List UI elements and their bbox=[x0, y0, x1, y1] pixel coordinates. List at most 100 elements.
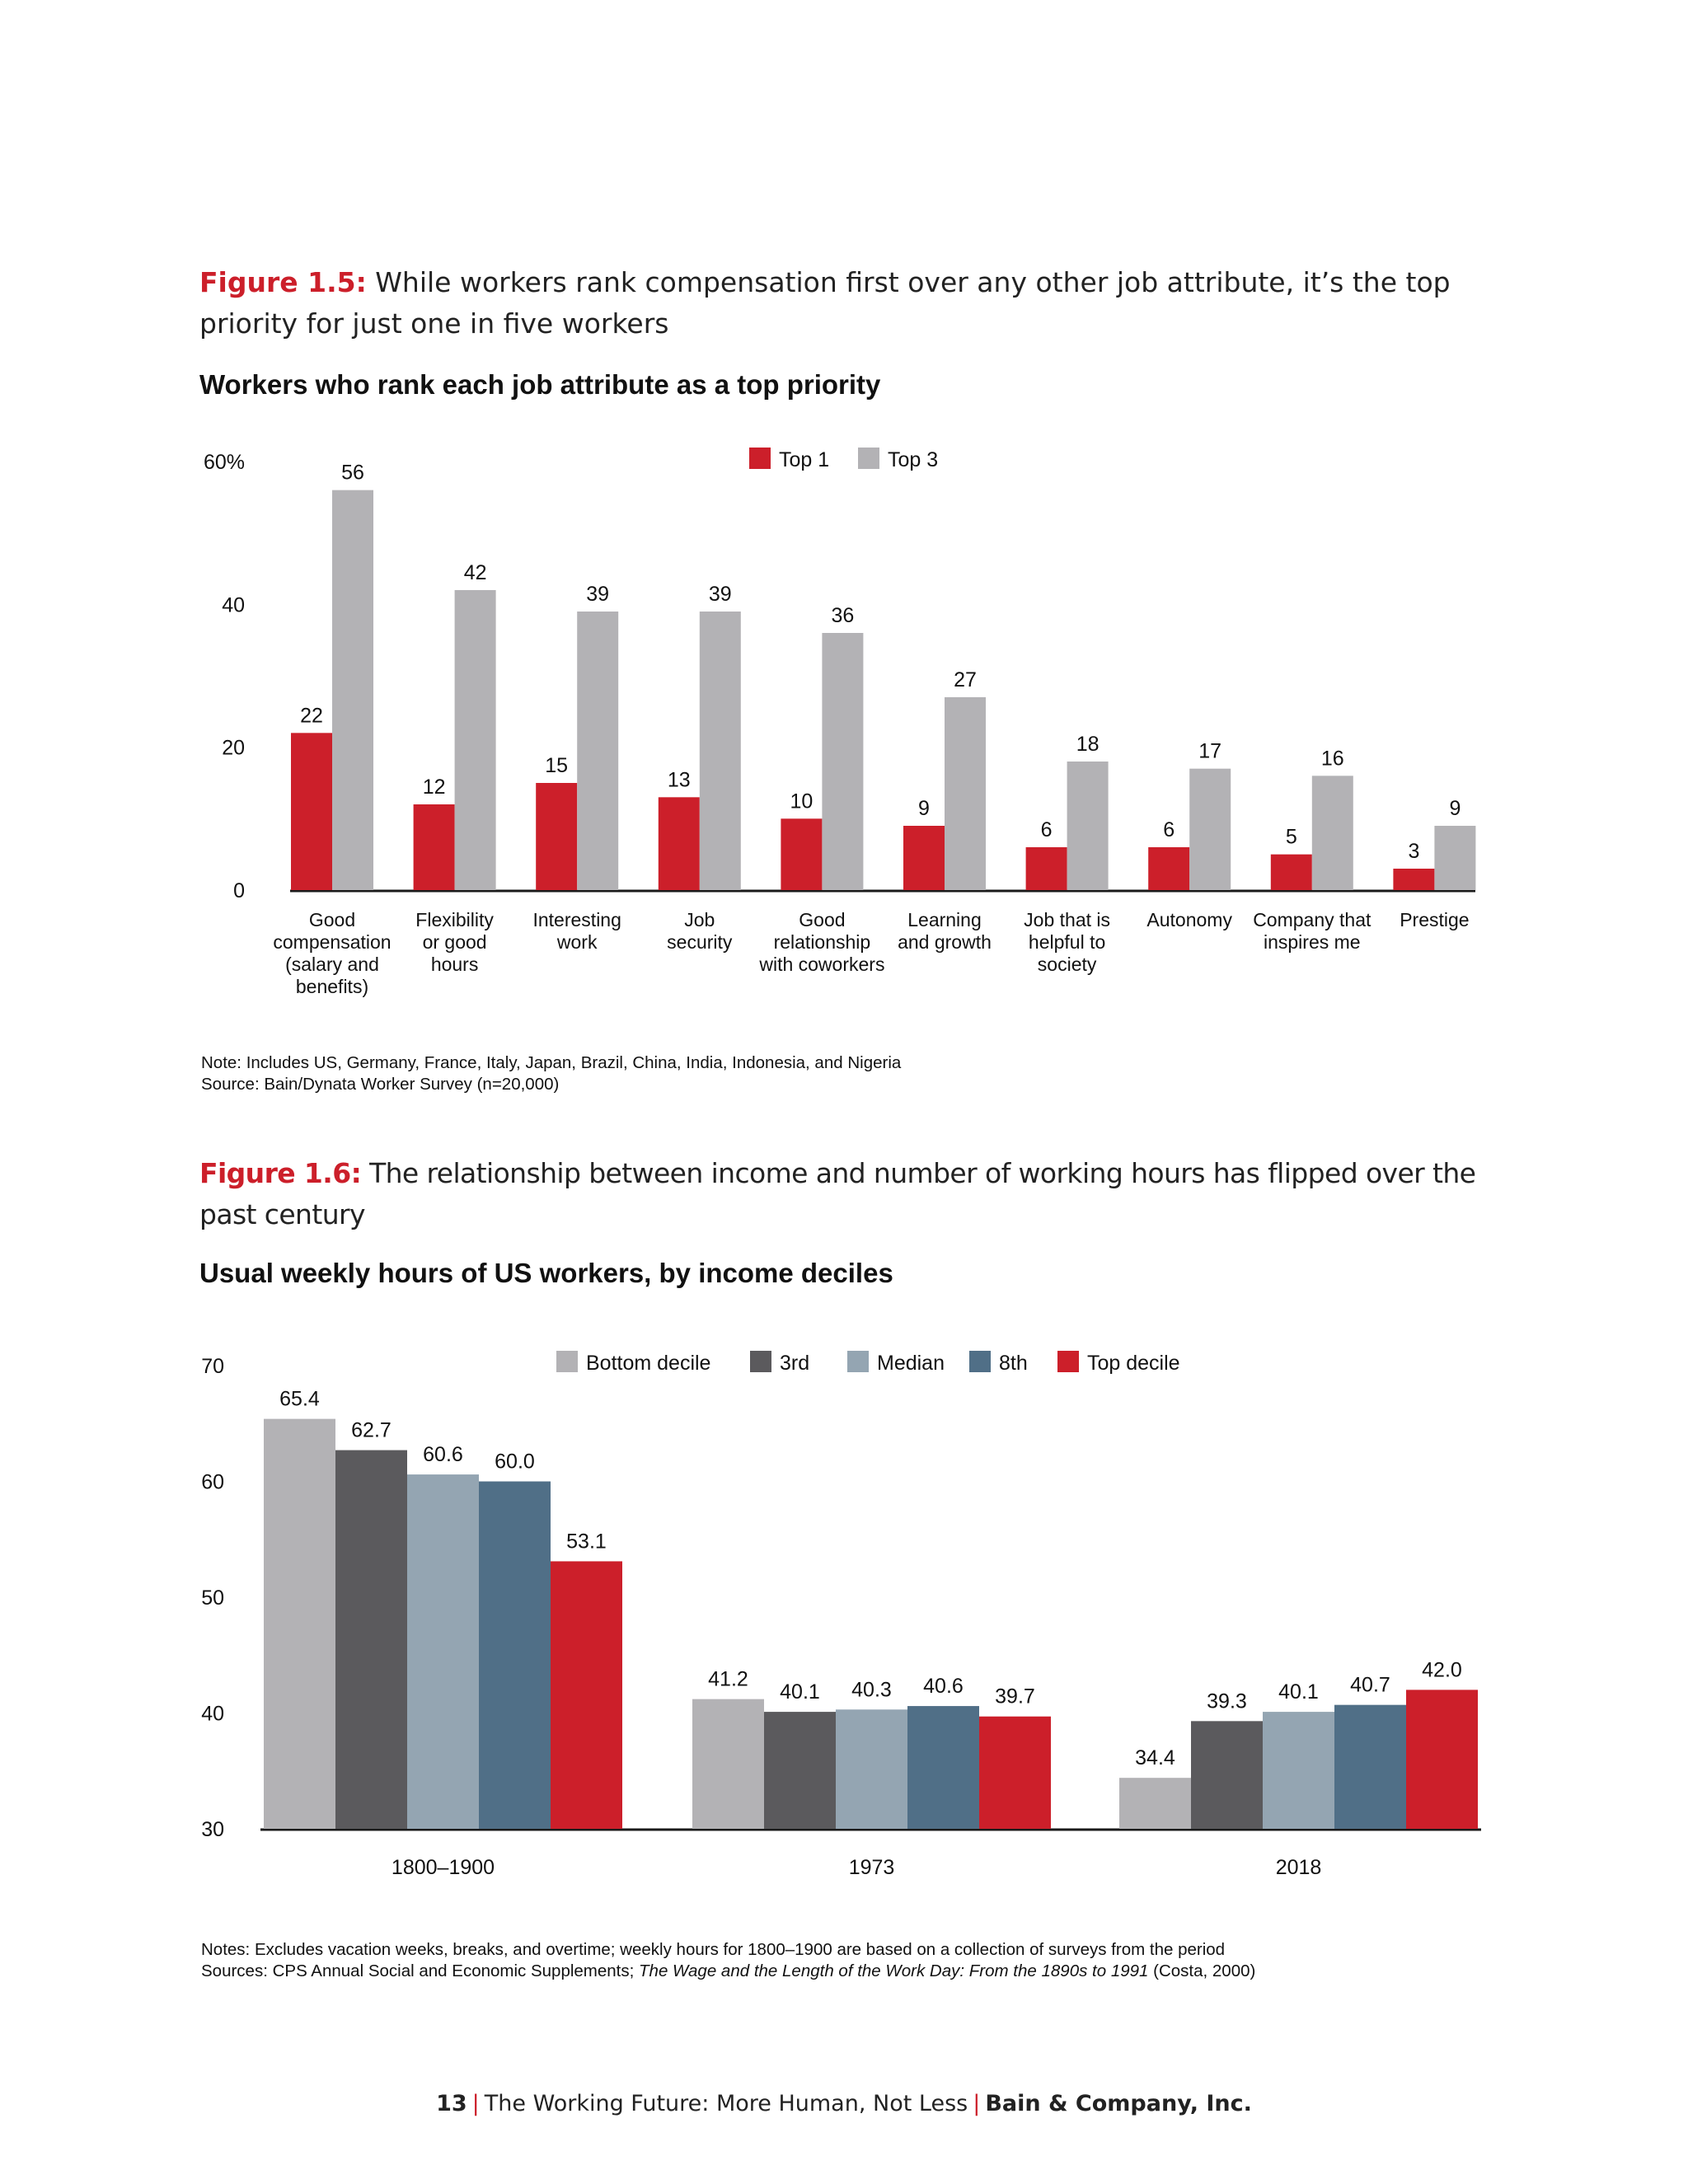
bar-top-1 bbox=[1148, 847, 1190, 890]
category-label-line: inspires me bbox=[1264, 931, 1361, 953]
y-tick-label: 60% bbox=[204, 451, 245, 474]
data-label: 60.0 bbox=[495, 1451, 535, 1474]
data-label: 39 bbox=[586, 583, 609, 606]
bar-8th bbox=[907, 1706, 979, 1829]
bar-8th bbox=[479, 1481, 551, 1829]
legend-label: Top decile bbox=[1087, 1352, 1180, 1375]
data-label: 12 bbox=[423, 776, 446, 799]
category-label-line: hours bbox=[431, 954, 479, 975]
y-tick-label: 30 bbox=[201, 1818, 224, 1841]
figure-caption-1-5: Figure 1.5: While workers rank compensat… bbox=[199, 262, 1502, 344]
category-label-line: (salary and bbox=[285, 954, 379, 975]
legend-swatch bbox=[556, 1351, 578, 1372]
figure-caption-1-6: Figure 1.6: The relationship between inc… bbox=[199, 1153, 1502, 1235]
figure-caption-text: The relationship between income and numb… bbox=[199, 1157, 1476, 1230]
category-label-line: Interesting bbox=[532, 909, 621, 930]
data-label: 40.3 bbox=[851, 1678, 892, 1701]
bar-bottom-decile bbox=[1119, 1778, 1191, 1829]
bar-top-1 bbox=[1025, 847, 1067, 890]
data-label: 34.4 bbox=[1135, 1746, 1175, 1769]
sources-suffix: (Costa, 2000) bbox=[1148, 1961, 1256, 1980]
bar-top-3 bbox=[577, 612, 619, 890]
data-label: 16 bbox=[1321, 747, 1344, 770]
data-label: 22 bbox=[300, 704, 323, 727]
bar-median bbox=[1263, 1712, 1334, 1829]
legend-swatch bbox=[750, 1351, 771, 1372]
bar-top-1 bbox=[658, 797, 700, 890]
bar-top-decile bbox=[551, 1561, 622, 1829]
data-label: 42.0 bbox=[1422, 1658, 1462, 1681]
weekly-hours-bar-chart: 30 40 50 60 70 65.4 62.7 60.6 60.0 53.1 1800–1900 4… bbox=[201, 1351, 1481, 1879]
category-label-line: compensation bbox=[273, 931, 391, 953]
category-label-line: relationship bbox=[774, 931, 871, 953]
data-label: 9 bbox=[918, 797, 930, 820]
bar-top-3 bbox=[945, 697, 986, 890]
y-tick-label: 50 bbox=[201, 1586, 224, 1610]
bar-3rd bbox=[1191, 1721, 1263, 1829]
bar-top-3 bbox=[1434, 826, 1476, 890]
bar-top-3 bbox=[699, 612, 741, 890]
legend-label: Bottom decile bbox=[586, 1352, 710, 1375]
category-label: Flexibility or good hours bbox=[415, 909, 494, 975]
footer-separator: | bbox=[973, 2091, 981, 2116]
data-label: 39.7 bbox=[995, 1685, 1035, 1708]
data-label: 10 bbox=[790, 790, 813, 813]
bar-bottom-decile bbox=[692, 1699, 764, 1829]
data-label: 6 bbox=[1041, 818, 1053, 841]
bar-top-1 bbox=[1270, 854, 1312, 890]
bar-top-3 bbox=[332, 490, 373, 890]
sources-prefix: Sources: CPS Annual Social and Economic … bbox=[201, 1961, 640, 1980]
figure-number: Figure 1.6: bbox=[199, 1157, 362, 1189]
bar-3rd bbox=[335, 1450, 407, 1829]
data-label: 9 bbox=[1449, 797, 1461, 820]
note-text: Note: Includes US, Germany, France, Ital… bbox=[201, 1053, 902, 1072]
category-label: 1800–1900 bbox=[392, 1856, 495, 1879]
category-label-line: Job bbox=[684, 909, 715, 930]
category-label-line: or good bbox=[423, 931, 487, 953]
bar-median bbox=[407, 1474, 479, 1829]
sources-title: The Wage and the Length of the Work Day:… bbox=[639, 1961, 1149, 1980]
bar-top-decile bbox=[1406, 1690, 1478, 1829]
data-label: 5 bbox=[1286, 826, 1297, 849]
bar-top-3 bbox=[1311, 776, 1353, 890]
data-label: 60.6 bbox=[423, 1443, 463, 1466]
data-label: 53.1 bbox=[566, 1530, 607, 1553]
legend-swatch bbox=[847, 1351, 869, 1372]
sources-text: Sources: CPS Annual Social and Economic … bbox=[201, 1961, 1255, 1982]
category-label: Good relationship with coworkers bbox=[758, 909, 884, 975]
category-label-line: benefits) bbox=[296, 976, 368, 997]
data-label: 39.3 bbox=[1207, 1690, 1247, 1713]
y-tick-label: 40 bbox=[222, 593, 245, 616]
notes-text: Notes: Excludes vacation weeks, breaks, … bbox=[201, 1940, 1226, 1959]
data-label: 40.1 bbox=[1278, 1680, 1319, 1704]
y-tick-label: 40 bbox=[201, 1703, 224, 1726]
legend-label: 3rd bbox=[780, 1352, 809, 1375]
bar-top-3 bbox=[1189, 768, 1231, 890]
data-label: 15 bbox=[545, 754, 568, 777]
category-label-line: Flexibility bbox=[415, 909, 494, 930]
category-label-line: and growth bbox=[898, 931, 992, 953]
data-label: 62.7 bbox=[351, 1419, 392, 1442]
category-label: 1973 bbox=[849, 1856, 895, 1879]
bar-3rd bbox=[764, 1712, 836, 1829]
data-label: 42 bbox=[464, 561, 487, 584]
category-label: Interesting work bbox=[532, 909, 621, 953]
legend-swatch bbox=[969, 1351, 991, 1372]
bar-8th bbox=[1334, 1704, 1406, 1829]
legend-label: Median bbox=[877, 1352, 945, 1375]
report-title: The Working Future: More Human, Not Less bbox=[484, 2091, 968, 2116]
data-label: 39 bbox=[709, 583, 732, 606]
bar-top-3 bbox=[454, 590, 496, 890]
data-label: 17 bbox=[1198, 740, 1221, 763]
chart-title-job-attributes: Workers who rank each job attribute as a… bbox=[199, 369, 881, 400]
figure-1-5-notes: Note: Includes US, Germany, France, Ital… bbox=[201, 1052, 901, 1095]
data-label: 56 bbox=[341, 462, 364, 485]
bar-bottom-decile bbox=[264, 1418, 335, 1829]
data-label: 36 bbox=[831, 604, 854, 627]
footer-separator: | bbox=[471, 2091, 480, 2116]
data-label: 27 bbox=[954, 668, 977, 691]
category-label: 2018 bbox=[1276, 1856, 1322, 1879]
bar-top-3 bbox=[822, 633, 864, 890]
y-tick-label: 20 bbox=[222, 737, 245, 760]
data-label: 13 bbox=[668, 768, 691, 791]
